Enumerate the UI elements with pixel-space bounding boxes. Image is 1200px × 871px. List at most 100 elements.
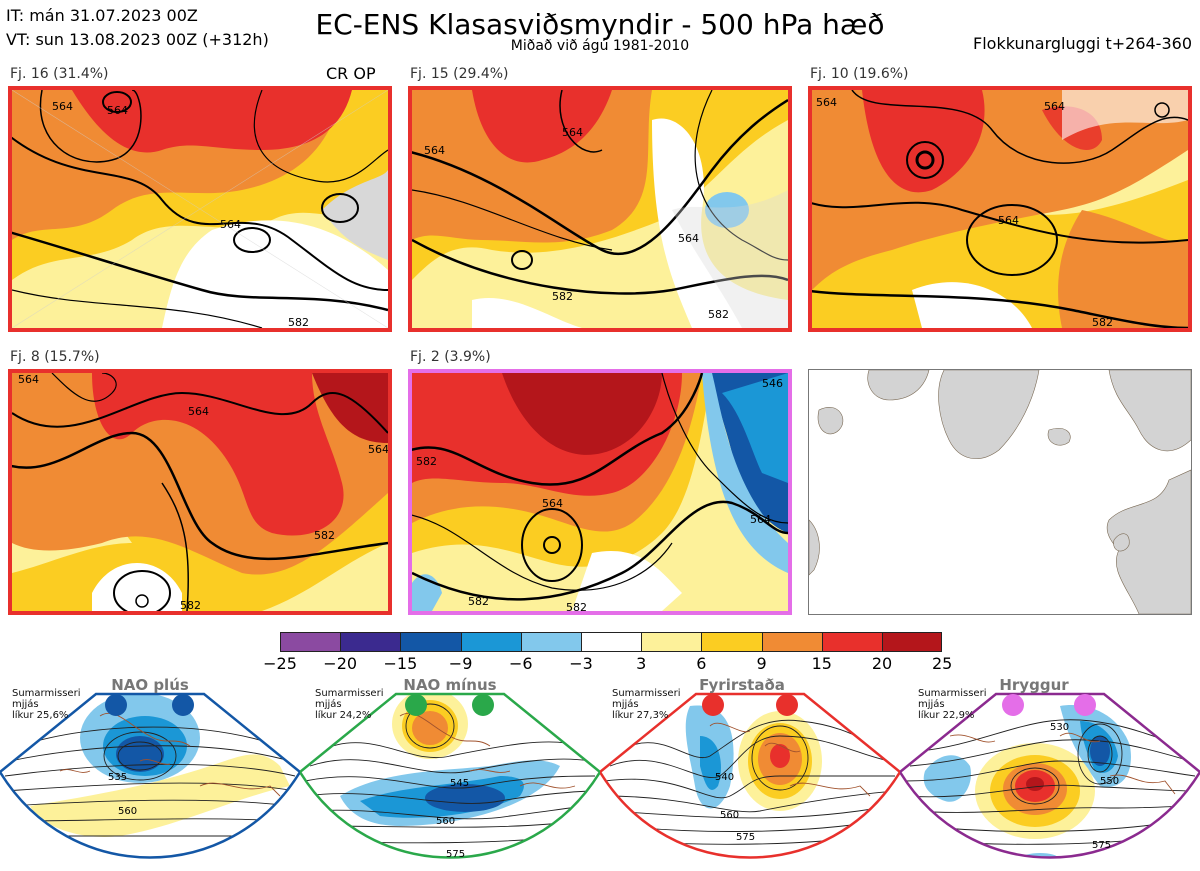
colorbar-tick-label: 25 xyxy=(932,654,953,673)
cluster-map-5: 582 564 546 564 582 582 xyxy=(408,369,792,615)
regime-note-2: mjjás xyxy=(918,699,945,710)
page-subtitle: Miðað við ágú 1981-2010 xyxy=(510,38,690,54)
regime-title: NAO plús xyxy=(111,676,189,694)
contour-label: 564 xyxy=(52,100,73,113)
cluster-map-1: 564 564 564 582 xyxy=(8,86,392,332)
base-map xyxy=(808,369,1192,615)
regime-marker-dot xyxy=(472,694,494,716)
cluster-label-2: Fj. 15 (29.4%) xyxy=(410,66,509,82)
regime-nao-plus: 535 560 NAO plús Sumarmisseri mjjás líku… xyxy=(0,676,300,871)
regime-title: Hryggur xyxy=(999,676,1069,694)
cluster-tag-1: CR OP xyxy=(326,64,376,83)
contour-label: 582 xyxy=(552,290,573,303)
colorbar-tick-label: 15 xyxy=(811,654,832,673)
cluster-label-1: Fj. 16 (31.4%) xyxy=(10,66,109,82)
regime-contour-label: 560 xyxy=(118,806,137,817)
regime-note-3: líkur 27,3% xyxy=(612,710,669,721)
regime-marker-dot xyxy=(1074,694,1096,716)
regime-contour-label: 540 xyxy=(715,772,734,783)
cluster-label-3: Fj. 10 (19.6%) xyxy=(810,66,909,82)
contour-label: 564 xyxy=(998,214,1019,227)
contour-label: 546 xyxy=(762,377,783,390)
colorbar-tick-label: 3 xyxy=(636,654,647,673)
colorbar-segment xyxy=(460,632,521,652)
contour-label: 564 xyxy=(424,144,445,157)
classification-window: Flokkunargluggi t+264-360 xyxy=(973,34,1192,53)
regime-note-1: Sumarmisseri xyxy=(918,688,987,699)
contour-label: 582 xyxy=(416,455,437,468)
contour-label: 582 xyxy=(180,599,201,611)
contour-label: 564 xyxy=(368,443,388,456)
colorbar-tick-label: 9 xyxy=(756,654,767,673)
cluster-map-3: 564 564 564 582 xyxy=(808,86,1192,332)
colorbar-segment xyxy=(400,632,461,652)
contour-label: 582 xyxy=(566,601,587,611)
regime-marker-dot xyxy=(702,694,724,716)
colorbar-tick-label: 20 xyxy=(871,654,893,673)
colorbar-segment xyxy=(520,632,581,652)
colorbar-tick-label: 6 xyxy=(696,654,707,673)
colorbar-tick-label: −25 xyxy=(263,654,297,673)
regime-ridge: 530 550 575 Hryggur Sumarmisseri mjjás l… xyxy=(900,676,1200,871)
contour-label: 564 xyxy=(678,232,699,245)
colorbar-segment xyxy=(821,632,882,652)
regime-marker-dot xyxy=(172,694,194,716)
colorbar-segment xyxy=(882,632,943,652)
regime-note-1: Sumarmisseri xyxy=(612,688,681,699)
colorbar-tick-label: −20 xyxy=(323,654,358,673)
contour-label: 564 xyxy=(220,218,241,231)
regime-blocking: 540 560 575 Fyrirstaða Sumarmisseri mjjá… xyxy=(600,676,900,871)
regime-contour-label: 560 xyxy=(436,816,455,827)
contour-label: 564 xyxy=(562,126,583,139)
colorbar-segment xyxy=(581,632,642,652)
contour-label: 582 xyxy=(468,595,489,608)
colorbar-tick-label: −15 xyxy=(383,654,418,673)
regime-note-2: mjjás xyxy=(12,699,39,710)
colorbar-segment xyxy=(280,632,341,652)
colorbar-segment xyxy=(340,632,401,652)
regime-contour-label: 575 xyxy=(1092,840,1111,851)
regime-marker-dot xyxy=(105,694,127,716)
contour-label: 564 xyxy=(750,513,771,526)
regime-title: NAO mínus xyxy=(403,676,497,694)
regime-row: 535 560 NAO plús Sumarmisseri mjjás líku… xyxy=(0,676,1200,871)
regime-contour-label: 535 xyxy=(108,772,127,783)
valid-time: VT: sun 13.08.2023 00Z (+312h) xyxy=(6,30,269,49)
contour-label: 582 xyxy=(314,529,335,542)
contour-label: 564 xyxy=(188,405,209,418)
colorbar-segment xyxy=(701,632,762,652)
contour-label: 564 xyxy=(107,104,128,117)
colorbar-segment xyxy=(761,632,822,652)
regime-note-1: Sumarmisseri xyxy=(12,688,81,699)
contour-label: 564 xyxy=(1044,100,1065,113)
colorbar-tick-label: −6 xyxy=(509,654,533,673)
contour-label: 582 xyxy=(288,316,309,328)
regime-note-3: líkur 22,9% xyxy=(918,710,975,721)
regime-nao-minus: 545 560 575 NAO mínus Sumarmisseri mjjás… xyxy=(300,676,600,871)
regime-contour-label: 575 xyxy=(446,849,465,860)
regime-contour-label: 560 xyxy=(720,810,739,821)
cluster-label-4: Fj. 8 (15.7%) xyxy=(10,349,100,365)
regime-title: Fyrirstaða xyxy=(699,676,785,694)
regime-contour-label: 575 xyxy=(736,832,755,843)
regime-marker-dot xyxy=(776,694,798,716)
cluster-label-5: Fj. 2 (3.9%) xyxy=(410,349,491,365)
regime-marker-dot xyxy=(1002,694,1024,716)
regime-contour-label: 545 xyxy=(450,778,469,789)
page-title: EC-ENS Klasasviðsmyndir - 500 hPa hæð xyxy=(315,8,885,41)
regime-note-1: Sumarmisseri xyxy=(315,688,384,699)
colorbar-tick-label: −9 xyxy=(448,654,473,673)
regime-contour-label: 530 xyxy=(1050,722,1069,733)
regime-note-3: líkur 25,6% xyxy=(12,710,69,721)
regime-note-2: mjjás xyxy=(612,699,639,710)
cluster-map-4: 564 564 582 582 564 xyxy=(8,369,392,615)
regime-marker-dot xyxy=(405,694,427,716)
contour-label: 564 xyxy=(816,96,837,109)
regime-note-3: líkur 24,2% xyxy=(315,710,372,721)
contour-label: 564 xyxy=(18,373,39,386)
contour-label: 582 xyxy=(708,308,729,321)
regime-contour-label: 550 xyxy=(1100,776,1119,787)
cluster-map-2: 564 564 582 582 564 xyxy=(408,86,792,332)
contour-label: 564 xyxy=(542,497,563,510)
regime-note-2: mjjás xyxy=(315,699,342,710)
